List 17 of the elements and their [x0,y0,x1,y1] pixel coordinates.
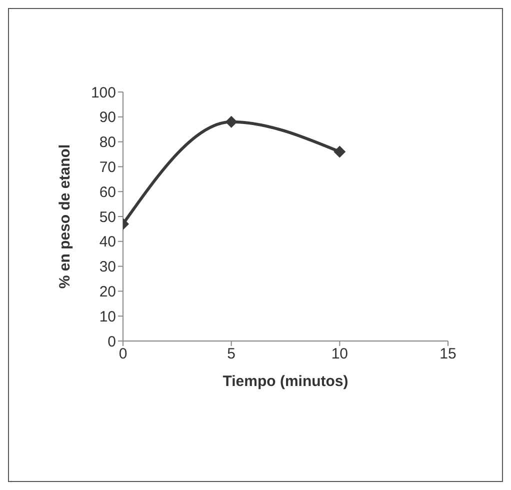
y-tick-label: 50 [99,208,116,226]
y-tick-label: 80 [99,134,116,152]
y-tick-label: 90 [99,109,116,126]
y-tick-label: 0 [108,333,116,350]
y-tick-label: 70 [99,159,116,176]
y-axis-title: % en peso de etanol [56,144,74,289]
x-axis-title: Tiempo (minutos) [222,373,348,390]
y-tick-label: 10 [99,308,116,326]
x-tick-label: 10 [331,346,348,363]
x-tick-label: 5 [227,346,236,363]
y-tick-label: 40 [99,234,116,251]
y-tick-label: 60 [99,184,116,201]
y-tick-label: 20 [99,284,116,301]
x-tick-label: 0 [118,346,128,363]
y-tick-label: 30 [99,258,116,276]
y-tick-label: 100 [90,84,116,102]
x-tick-label: 15 [440,346,456,363]
